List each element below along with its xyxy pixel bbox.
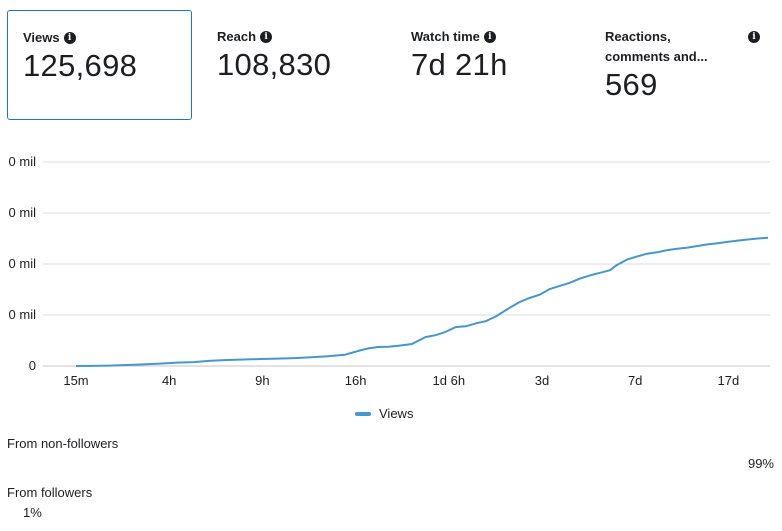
metric-label: Watch time: [411, 29, 480, 44]
info-icon[interactable]: i: [260, 31, 273, 43]
metric-label-line: Reactions,: [605, 29, 671, 44]
x-tick-label: 17d: [718, 373, 740, 388]
x-tick-label: 9h: [255, 373, 269, 388]
y-tick-label: 0 mil: [9, 154, 37, 169]
metric-card-reactions[interactable]: Reactions, comments and... i 569: [590, 10, 775, 120]
info-icon[interactable]: i: [63, 32, 76, 44]
metric-label: Views: [23, 30, 60, 45]
metric-label: Reach: [217, 29, 257, 44]
y-tick-label: 0: [29, 358, 36, 373]
legend-swatch: [355, 411, 371, 416]
x-tick-label: 1d 6h: [433, 373, 466, 388]
y-tick-label: 0 mil: [9, 256, 37, 271]
metric-card-reach[interactable]: Reach i 108,830: [202, 10, 387, 120]
x-tick-label: 4h: [162, 373, 176, 388]
legend-label: Views: [379, 406, 414, 421]
y-tick-label: 0 mil: [9, 205, 37, 220]
y-tick-label: 0 mil: [9, 307, 37, 322]
metric-card-watch-time[interactable]: Watch time i 7d 21h: [396, 10, 581, 120]
metric-value: 7d 21h: [411, 47, 508, 82]
x-tick-label: 7d: [628, 373, 642, 388]
x-tick-label: 16h: [345, 373, 367, 388]
views-series-line: [75, 236, 769, 367]
followers-label: From followers: [7, 485, 93, 500]
info-icon[interactable]: i: [483, 31, 496, 43]
x-tick-label: 15m: [63, 373, 88, 388]
metric-value: 125,698: [23, 48, 138, 83]
non-followers-label: From non-followers: [7, 436, 119, 451]
metric-value: 569: [605, 67, 658, 102]
chart-legend: Views: [355, 406, 413, 421]
metric-label-line: comments and...: [605, 49, 708, 64]
non-followers-percent: 99%: [747, 456, 774, 471]
views-line-chart: 0 mil 0 mil 0 mil 0 mil 0 15m 4h 9h 16h 1d 6h 3d 7d…: [9, 154, 770, 388]
metric-label: Reactions, comments and...: [605, 27, 708, 67]
followers-percent: 1%: [23, 505, 42, 520]
x-tick-label: 3d: [535, 373, 549, 388]
info-icon[interactable]: i: [748, 31, 760, 43]
metric-value: 108,830: [217, 47, 332, 82]
metric-card-views[interactable]: Views i 125,698: [7, 10, 192, 120]
